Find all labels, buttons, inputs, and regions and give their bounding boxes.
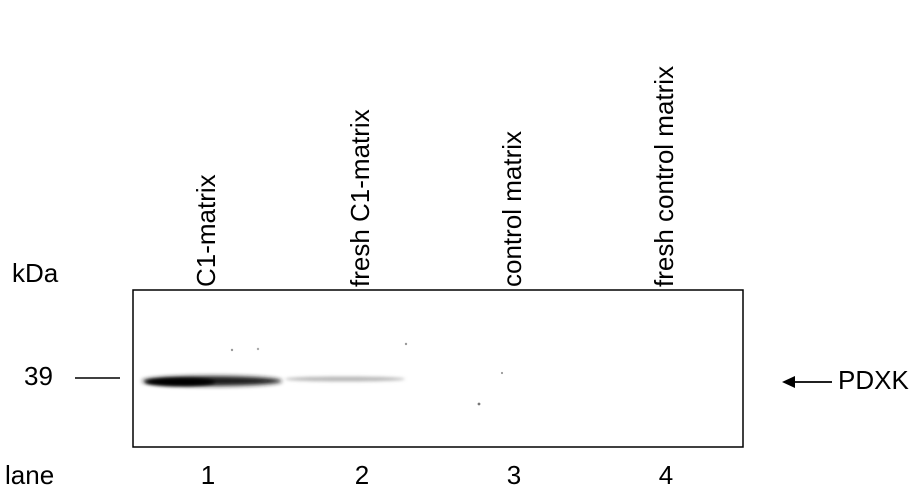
band <box>145 378 215 386</box>
lane-number: 3 <box>507 460 521 490</box>
speck <box>405 343 407 345</box>
speck <box>478 403 481 406</box>
speck <box>231 349 233 351</box>
marker-label: 39 <box>24 361 53 391</box>
arrow-head <box>782 376 795 388</box>
speck <box>501 372 503 374</box>
page: kDa 39 PDXK lane C1-matrix 1 fresh C1-matr… <box>0 0 910 490</box>
kda-label: kDa <box>12 258 59 288</box>
lane-label: lane <box>5 460 54 490</box>
lane-number: 1 <box>201 460 215 490</box>
lane-number: 4 <box>659 460 673 490</box>
blot-frame <box>133 290 743 447</box>
lane-name: C1-matrix <box>191 174 221 287</box>
lane-number: 2 <box>355 460 369 490</box>
band-label: PDXK <box>838 365 909 395</box>
lane-name: control matrix <box>497 131 527 287</box>
lane-name: fresh C1-matrix <box>345 109 375 287</box>
band <box>285 377 405 382</box>
blot-figure: kDa 39 PDXK lane C1-matrix 1 fresh C1-matr… <box>0 0 910 490</box>
lane-name: fresh control matrix <box>649 66 679 287</box>
speck <box>257 348 259 350</box>
